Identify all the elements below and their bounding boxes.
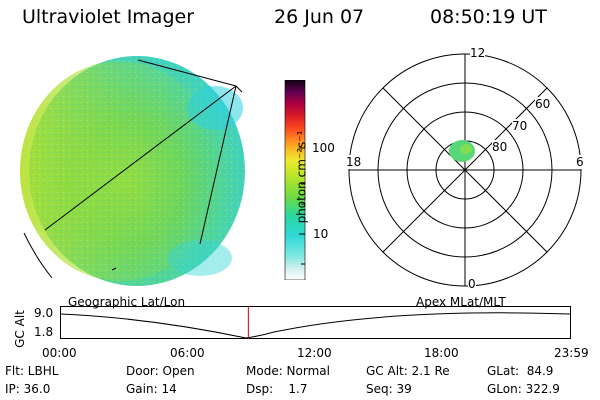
timeline-xtick-1200: 12:00 <box>297 346 332 360</box>
mlt-label-18: 18 <box>346 155 362 169</box>
info-gain: Gain: 14 <box>126 382 177 396</box>
info-seq: Seq: 39 <box>366 382 412 396</box>
altitude-timeline <box>60 306 571 339</box>
mlt-label-12: 12 <box>470 46 486 60</box>
info-flt: Flt: LBHL <box>5 364 59 378</box>
timeline-ytick-9: 9.0 <box>34 306 54 320</box>
intensity-colorbar <box>284 80 306 280</box>
timeline-xtick-0000: 00:00 <box>42 346 77 360</box>
info-ip: IP: 36.0 <box>5 382 51 396</box>
info-glat: GLat: 84.9 <box>487 364 554 378</box>
colorbar-tick-10: 10 <box>313 227 329 241</box>
uv-earth-image <box>20 56 245 286</box>
timeline-apex-label: Apex MLat/MLT <box>416 295 506 309</box>
timeline-axis-label: GC Alt <box>13 310 27 348</box>
mlat-label-80: 80 <box>492 140 508 154</box>
earth-disk <box>20 56 245 286</box>
colorbar-unit-label: photon cm⁻²s⁻¹ <box>294 130 309 224</box>
timeline-xtick-1800: 18:00 <box>424 346 459 360</box>
mlat-label-70: 70 <box>512 119 528 133</box>
info-gc-alt: GC Alt: 2.1 Re <box>366 364 450 378</box>
altitude-curve <box>60 312 571 339</box>
mlt-label-0: 0 <box>468 277 476 291</box>
timeline-xtick-2359: 23:59 <box>554 346 589 360</box>
polar-mlt-plot <box>348 53 582 287</box>
colorbar-tick-100: 100 <box>312 141 335 155</box>
info-mode: Mode: Normal <box>246 364 330 378</box>
view-geometry-lines <box>23 59 243 279</box>
timeline-xtick-0600: 06:00 <box>170 346 205 360</box>
mlt-label-6: 6 <box>576 155 584 169</box>
timeline-frame <box>60 306 571 339</box>
time-label: 08:50:19 UT <box>430 6 547 28</box>
timeline-ytick-1: 1.8 <box>34 325 54 339</box>
info-dsp: Dsp: 1.7 <box>246 382 308 396</box>
info-door: Door: Open <box>126 364 195 378</box>
mlat-label-60: 60 <box>535 97 551 111</box>
info-glon: GLon: 322.9 <box>487 382 560 396</box>
date-label: 26 Jun 07 <box>274 6 365 28</box>
instrument-title: Ultraviolet Imager <box>22 6 195 28</box>
timeline-geographic-label: Geographic Lat/Lon <box>68 295 186 309</box>
